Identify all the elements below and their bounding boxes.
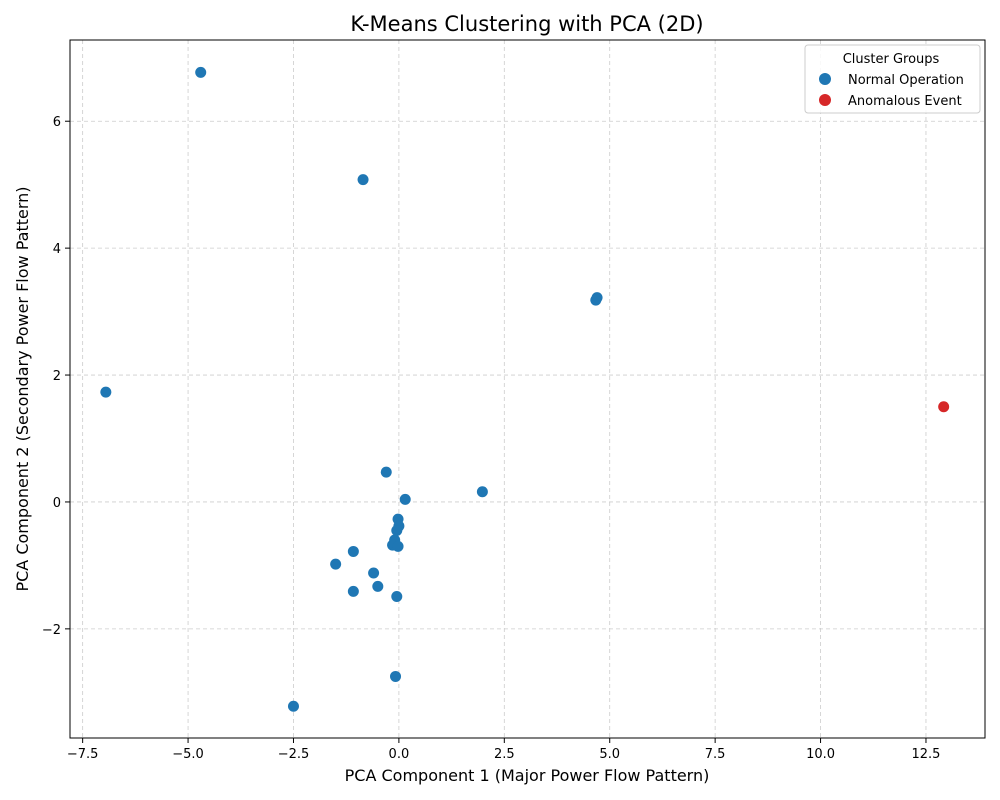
axis-ticks: −7.5 −5.0 −2.5 0.0 2.5 5.0 7.5 10.0 12.5 −2 0 2 4 6	[42, 115, 941, 762]
data-point-normal-operation	[391, 590, 403, 602]
y-tick-label: −2	[42, 623, 61, 638]
legend-marker-normal	[819, 73, 831, 85]
y-tick-label: 2	[53, 369, 61, 384]
x-tick-label: 2.5	[494, 747, 515, 762]
data-point-normal-operation	[347, 585, 359, 597]
legend-label-anomalous: Anomalous Event	[848, 94, 962, 109]
x-tick-label: 0.0	[389, 747, 410, 762]
data-point-normal-operation	[390, 670, 402, 682]
data-points	[100, 66, 950, 712]
legend: Cluster Groups Normal Operation Anomalou…	[804, 44, 981, 114]
data-point-normal-operation	[347, 545, 359, 557]
y-tick-label: 0	[53, 496, 61, 511]
data-point-normal-operation	[590, 294, 602, 306]
legend-marker-anomalous	[819, 94, 831, 106]
data-point-normal-operation	[330, 558, 342, 570]
x-tick-label: 5.0	[599, 747, 620, 762]
data-point-normal-operation	[372, 580, 384, 592]
y-tick-label: 6	[53, 115, 61, 130]
y-axis-title: PCA Component 2 (Secondary Power Flow Pa…	[13, 186, 32, 591]
legend-title: Cluster Groups	[843, 52, 940, 67]
data-point-normal-operation	[287, 700, 299, 712]
data-point-normal-operation	[195, 66, 207, 78]
data-point-normal-operation	[391, 525, 403, 537]
x-tick-label: 12.5	[911, 747, 940, 762]
chart-title: K-Means Clustering with PCA (2D)	[350, 12, 703, 36]
data-point-normal-operation	[380, 466, 392, 478]
y-tick-label: 4	[53, 242, 61, 257]
data-point-normal-operation	[100, 386, 112, 398]
x-axis-title: PCA Component 1 (Major Power Flow Patter…	[345, 766, 710, 785]
x-tick-label: 7.5	[705, 747, 726, 762]
data-point-normal-operation	[392, 540, 404, 552]
data-point-normal-operation	[399, 493, 411, 505]
legend-box	[804, 44, 981, 114]
data-point-normal-operation	[357, 174, 369, 186]
grid-lines	[70, 40, 985, 738]
legend-label-normal: Normal Operation	[848, 73, 964, 88]
data-point-anomalous-event	[938, 401, 950, 413]
x-tick-label: −7.5	[67, 747, 99, 762]
data-point-normal-operation	[476, 486, 488, 498]
x-tick-label: −2.5	[278, 747, 310, 762]
x-tick-label: −5.0	[172, 747, 204, 762]
plot-frame	[69, 39, 986, 739]
x-tick-label: 10.0	[806, 747, 835, 762]
data-point-normal-operation	[368, 567, 380, 579]
